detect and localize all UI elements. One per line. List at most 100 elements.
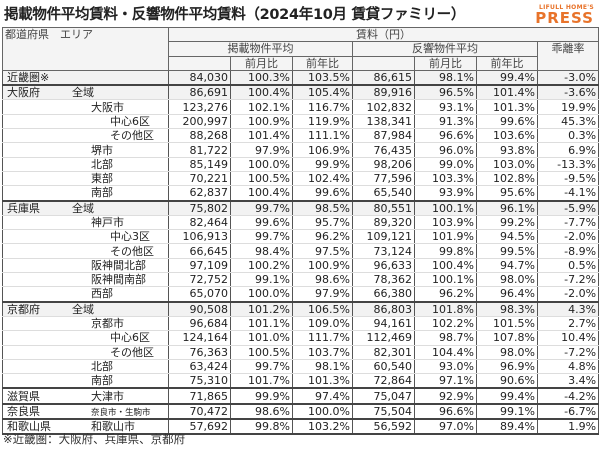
response-yoy-cell: 98.0% <box>476 272 538 288</box>
table-row: その他区 66,645 98.4% 97.5% 73,124 99.8% 99.5% -8.9… <box>2 243 600 259</box>
listed-rent-cell: 123,276 <box>168 99 231 115</box>
page-title: 掲載物件平均賃料・反響物件平均賃料（2024年10月 賃貸ファミリー） <box>4 7 466 23</box>
gap-rate-cell: -8.9% <box>536 243 600 259</box>
listed-rent-cell: 76,363 <box>168 345 231 360</box>
response-mom-cell: 96.0% <box>414 142 477 158</box>
area-cell-wrap: 阪神間南部 <box>5 273 166 286</box>
area-label: 東部 <box>91 172 113 186</box>
response-rent-cell: 65,540 <box>352 185 415 202</box>
area-cell: 阪神間北部 <box>2 258 169 274</box>
response-mom-cell: 100.1% <box>414 199 477 216</box>
area-cell-wrap: 阪神間北部 <box>5 259 166 272</box>
response-rent-cell: 138,341 <box>352 114 415 130</box>
header-response-yoy: 前年比 <box>476 55 538 71</box>
response-rent-cell: 78,362 <box>352 272 415 288</box>
table-row: 滋賀県 大津市 71,865 99.9% 97.4% 75,047 92.9% 99.4% -4… <box>2 387 600 405</box>
gap-rate-cell: 1.9% <box>536 417 600 436</box>
area-cell-wrap: 神戸市 <box>5 216 166 229</box>
response-yoy-cell: 102.8% <box>476 171 538 187</box>
area-cell-wrap: 堺市 <box>5 144 166 157</box>
area-cell-wrap: 京都市 <box>5 317 166 330</box>
listed-mom-cell: 100.2% <box>230 258 293 274</box>
listed-yoy-cell: 105.4% <box>292 84 353 101</box>
listed-rent-cell: 85,149 <box>168 157 231 172</box>
area-label: 阪神間南部 <box>91 273 146 287</box>
response-yoy-cell: 94.7% <box>476 258 538 274</box>
listed-rent-cell: 200,997 <box>168 114 231 130</box>
response-yoy-cell: 99.5% <box>476 243 538 259</box>
listed-rent-cell: 97,109 <box>168 258 231 274</box>
listed-mom-cell: 100.5% <box>230 171 293 187</box>
gap-rate-cell: -3.0% <box>536 70 600 86</box>
response-mom-cell: 104.4% <box>414 345 477 360</box>
area-cell: その他区 <box>2 243 169 259</box>
area-cell-wrap: その他区 <box>5 245 166 258</box>
response-yoy-cell: 93.8% <box>476 142 538 158</box>
listed-mom-cell: 99.1% <box>230 272 293 288</box>
area-cell: 北部 <box>2 359 169 375</box>
logo-line2: PRESS <box>535 9 594 27</box>
gap-rate-cell: 10.4% <box>536 330 600 346</box>
header-listed-yoy: 前年比 <box>292 55 353 71</box>
area-cell: 中心6区 <box>2 114 169 130</box>
area-cell: 北部 <box>2 157 169 172</box>
area-label: 全域 <box>72 302 94 316</box>
response-yoy-cell: 107.8% <box>476 330 538 346</box>
table-row: 京都府 全域 90,508 101.2% 106.5% 86,803 101.8% 98.3%… <box>2 300 600 317</box>
table-row: 中心3区 106,913 99.7% 96.2% 109,121 101.9% 94.5% -… <box>2 229 600 245</box>
response-yoy-cell: 101.4% <box>476 84 538 101</box>
area-cell: 大阪府 全域 <box>2 84 169 101</box>
area-cell: 西部 <box>2 286 169 303</box>
area-label: 神戸市 <box>91 216 124 229</box>
response-yoy-cell: 103.0% <box>476 157 538 172</box>
area-label: 奈良市・生駒市 <box>91 407 151 418</box>
listed-yoy-cell: 101.3% <box>292 373 353 389</box>
listed-mom-cell: 101.4% <box>230 128 293 144</box>
table-row: 北部 85,149 100.0% 99.9% 98,206 99.0% 103.0% -13.… <box>2 157 600 172</box>
response-mom-cell: 91.3% <box>414 114 477 130</box>
listed-mom-cell: 100.4% <box>230 185 293 202</box>
gap-rate-cell: -7.2% <box>536 272 600 288</box>
listed-yoy-cell: 102.4% <box>292 171 353 187</box>
area-cell: 南部 <box>2 373 169 389</box>
table-row: 西部 65,070 100.0% 97.9% 66,380 96.2% 96.4% -2.0% <box>2 286 600 303</box>
header-response: 反響物件平均 <box>352 41 538 57</box>
area-label: 中心6区 <box>110 114 150 128</box>
response-rent-cell: 102,832 <box>352 99 415 115</box>
table-row: 近畿圏※ 84,030 100.3% 103.5% 86,615 98.1% 99.4% -3… <box>2 70 600 86</box>
response-mom-cell: 93.0% <box>414 359 477 375</box>
response-mom-cell: 96.6% <box>414 402 477 420</box>
listed-yoy-cell: 119.9% <box>292 114 353 130</box>
gap-rate-cell: 0.5% <box>536 258 600 274</box>
listed-yoy-cell: 106.5% <box>292 300 353 317</box>
table-row: その他区 88,268 101.4% 111.1% 87,984 96.6% 103.6% 0… <box>2 128 600 144</box>
area-cell-wrap: 滋賀県 大津市 <box>5 390 166 402</box>
area-cell: 大阪市 <box>2 99 169 115</box>
response-rent-cell: 77,596 <box>352 171 415 187</box>
area-cell: 近畿圏※ <box>2 70 169 86</box>
response-mom-cell: 100.1% <box>414 272 477 288</box>
header-listed-mom: 前月比 <box>230 55 293 71</box>
response-yoy-cell: 90.6% <box>476 373 538 389</box>
response-rent-cell: 56,592 <box>352 417 415 436</box>
area-cell-wrap: 兵庫県 全域 <box>5 203 166 215</box>
area-cell-wrap: その他区 <box>5 129 166 142</box>
gap-rate-cell: -5.9% <box>536 199 600 216</box>
area-label: 北部 <box>91 359 113 373</box>
listed-mom-cell: 100.3% <box>230 70 293 86</box>
response-mom-cell: 93.9% <box>414 185 477 202</box>
listed-mom-cell: 99.9% <box>230 387 293 405</box>
response-rent-cell: 80,551 <box>352 199 415 216</box>
listed-rent-cell: 62,837 <box>168 185 231 202</box>
gap-rate-cell: -13.3% <box>536 157 600 172</box>
area-label: 堺市 <box>91 143 113 157</box>
response-rent-cell: 87,984 <box>352 128 415 144</box>
response-mom-cell: 101.8% <box>414 300 477 317</box>
response-rent-cell: 66,380 <box>352 286 415 303</box>
listed-rent-cell: 66,645 <box>168 243 231 259</box>
response-rent-cell: 86,615 <box>352 70 415 86</box>
listed-yoy-cell: 99.6% <box>292 185 353 202</box>
listed-mom-cell: 99.7% <box>230 229 293 245</box>
response-rent-cell: 89,916 <box>352 84 415 101</box>
gap-rate-cell: -4.1% <box>536 185 600 202</box>
